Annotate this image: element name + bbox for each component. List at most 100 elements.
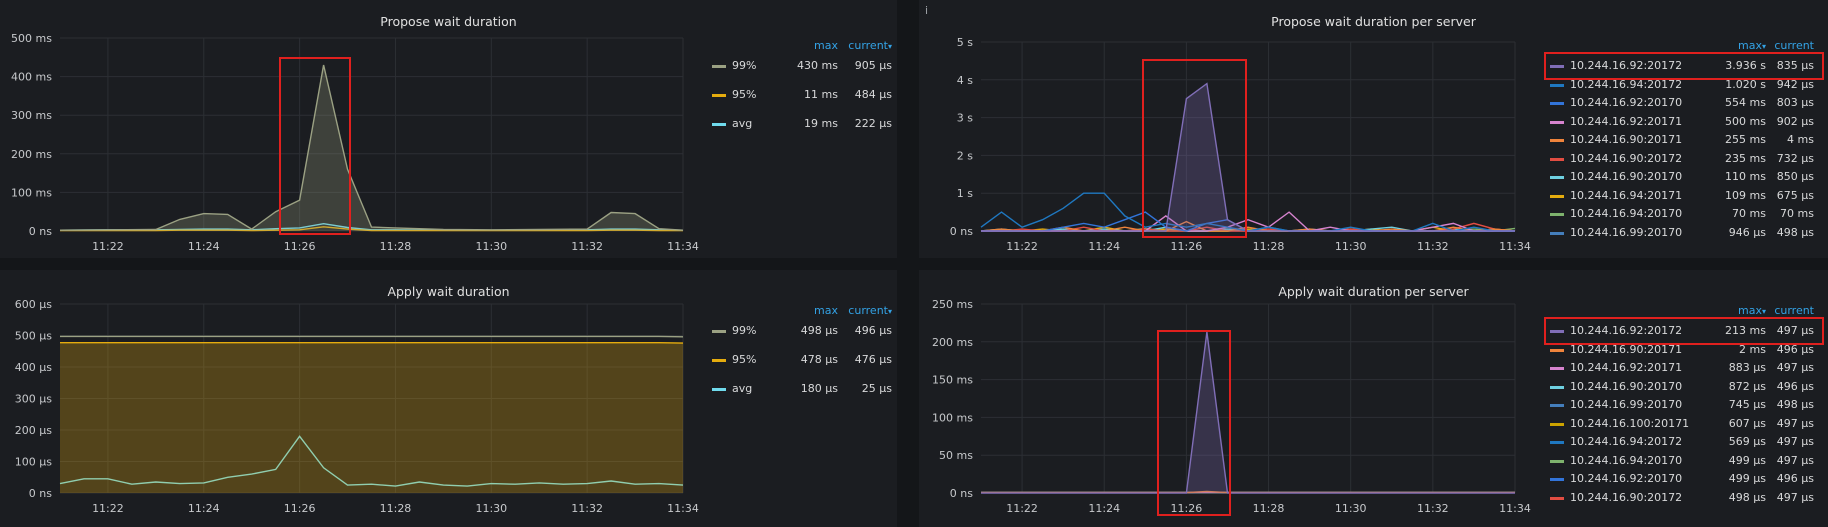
y-tick-label: 100 µs: [15, 456, 52, 469]
legend-row[interactable]: 95% 478 µs 476 µs: [712, 352, 892, 368]
legend-row[interactable]: 10.244.16.100:20171 607 µs 497 µs: [1550, 416, 1819, 432]
legend-max-header[interactable]: max: [814, 304, 838, 317]
legend-row[interactable]: avg 19 ms 222 µs: [712, 116, 892, 132]
x-tick-label: 11:28: [380, 240, 412, 253]
y-tick-label: 400 ms: [11, 71, 52, 84]
series-line[interactable]: [981, 82, 1515, 232]
legend-row[interactable]: 10.244.16.90:20172 235 ms 732 µs: [1550, 151, 1819, 167]
legend-row[interactable]: avg 180 µs 25 µs: [712, 381, 892, 397]
legend-series-name: 10.244.16.90:20172: [1570, 490, 1683, 504]
legend-row[interactable]: 10.244.16.92:20172 213 ms 497 µs: [1550, 323, 1819, 339]
legend-row[interactable]: 10.244.16.90:20171 2 ms 496 µs: [1550, 342, 1819, 358]
legend-series-name: 10.244.16.99:20170: [1570, 398, 1683, 411]
legend-series-name: 95%: [732, 353, 757, 366]
panel-title[interactable]: Propose wait duration: [380, 14, 517, 29]
y-tick-label: 300 µs: [15, 393, 52, 406]
legend-current-header[interactable]: current▾: [838, 303, 892, 320]
legend-current-header[interactable]: current: [1774, 39, 1814, 52]
y-tick-label: 150 ms: [932, 374, 973, 387]
legend-row[interactable]: 10.244.16.94:20172 1.020 s 942 µs: [1550, 77, 1819, 93]
series-area: [60, 342, 683, 493]
legend: max▾ current 10.244.16.92:20172 3.936 s 83…: [1550, 38, 1819, 258]
legend-series-name: 10.244.16.94:20172: [1570, 435, 1683, 448]
legend-max-value: 872 µs: [1728, 379, 1766, 393]
series-line[interactable]: [981, 331, 1515, 494]
legend-row[interactable]: 99% 430 ms 905 µs: [712, 58, 892, 74]
legend-row[interactable]: 10.244.16.92:20171 883 µs 497 µs: [1550, 360, 1819, 376]
x-tick-label: 11:30: [475, 240, 507, 253]
legend-swatch: [1550, 367, 1564, 370]
legend-row[interactable]: 10.244.16.92:20171 500 ms 902 µs: [1550, 114, 1819, 130]
legend-row[interactable]: 10.244.16.90:20171 255 ms 4 ms: [1550, 132, 1819, 148]
legend-row[interactable]: 10.244.16.99:20170 745 µs 498 µs: [1550, 397, 1819, 413]
x-tick-label: 11:26: [284, 502, 316, 515]
grid: [981, 303, 1516, 494]
y-tick-label: 3 s: [957, 112, 973, 125]
legend-row[interactable]: 10.244.16.99:20170 946 µs 498 µs: [1550, 225, 1819, 241]
legend-series-name: 10.244.16.92:20172: [1570, 324, 1683, 337]
legend-max-value: 3.936 s: [1725, 59, 1766, 72]
legend-row[interactable]: 10.244.16.90:20170 872 µs 496 µs: [1550, 379, 1819, 395]
x-tick-label: 11:28: [1253, 240, 1285, 253]
legend-current-value: 497 µs: [1776, 416, 1814, 430]
legend-current-value: 942 µs: [1776, 77, 1814, 91]
y-tick-label: 200 ms: [11, 148, 52, 161]
chart-propose-wait-per-server: 0 ns 1 s 2 s 3 s 4 s 5 s 11:22 11:24 11:26 11:28 1…: [950, 36, 1531, 253]
legend-current-value: 222 µs: [854, 117, 892, 130]
legend-series-name: 10.244.16.90:20170: [1570, 379, 1683, 393]
y-tick-label: 400 µs: [15, 361, 52, 374]
legend-max-header[interactable]: max▾: [1710, 303, 1766, 320]
series-line[interactable]: [59, 64, 684, 231]
legend-max-value: 883 µs: [1728, 361, 1766, 374]
legend-current-value: 498 µs: [1776, 225, 1814, 239]
legend-max-value: 498 µs: [800, 324, 838, 337]
series-line[interactable]: [980, 192, 1515, 232]
legend-series-name: 10.244.16.100:20171: [1570, 416, 1690, 430]
legend-max-value: 109 ms: [1725, 188, 1766, 202]
legend-series-name: 10.244.16.92:20170: [1570, 96, 1683, 109]
legend-series-name: 10.244.16.92:20171: [1570, 361, 1683, 374]
info-icon[interactable]: i: [925, 4, 929, 17]
legend-max-header[interactable]: max: [814, 39, 838, 52]
legend-row[interactable]: 95% 11 ms 484 µs: [712, 87, 892, 103]
legend-current-value: 905 µs: [854, 59, 892, 72]
legend-row[interactable]: 10.244.16.94:20170 70 ms 70 ms: [1550, 206, 1819, 222]
legend-row[interactable]: 10.244.16.92:20170 499 µs 496 µs: [1550, 471, 1819, 487]
x-tick-label: 11:30: [1335, 502, 1367, 515]
legend-max-value: 478 µs: [800, 353, 838, 366]
series-line[interactable]: [59, 222, 684, 231]
series-line[interactable]: [60, 226, 683, 232]
series-line[interactable]: [59, 435, 684, 487]
highlight-box: [1544, 317, 1824, 345]
legend-row[interactable]: 10.244.16.94:20170 499 µs 497 µs: [1550, 453, 1819, 469]
legend-current-value: 497 µs: [1776, 324, 1814, 337]
legend-row[interactable]: 10.244.16.94:20172 569 µs 497 µs: [1550, 434, 1819, 450]
panel-title[interactable]: Apply wait duration per server: [1278, 284, 1469, 299]
legend-max-header[interactable]: max▾: [1710, 38, 1766, 55]
legend-header: max current▾: [712, 38, 892, 54]
panel-title[interactable]: Apply wait duration: [387, 284, 510, 299]
legend-row[interactable]: 10.244.16.90:20170 110 ms 850 µs: [1550, 169, 1819, 185]
x-tick-label: 11:22: [92, 240, 124, 253]
legend-current-value: 496 µs: [854, 324, 892, 337]
legend-current-header[interactable]: current: [1774, 304, 1814, 317]
panel-title[interactable]: Propose wait duration per server: [1271, 14, 1476, 29]
legend-max-value: 2 ms: [1739, 342, 1766, 356]
legend-series-name: 10.244.16.90:20171: [1570, 342, 1683, 356]
sort-arrow-icon: ▾: [1761, 42, 1766, 51]
legend-swatch: [1550, 459, 1564, 463]
legend-swatch: [1550, 478, 1564, 481]
legend-current-value: 496 µs: [1776, 342, 1814, 356]
legend-row[interactable]: 10.244.16.90:20172 498 µs 497 µs: [1550, 490, 1819, 506]
legend-row[interactable]: 10.244.16.92:20170 554 ms 803 µs: [1550, 95, 1819, 111]
legend-row[interactable]: 99% 498 µs 496 µs: [712, 323, 892, 339]
y-tick-label: 200 ms: [932, 336, 973, 349]
y-tick-label: 5 s: [957, 36, 973, 49]
legend-current-header[interactable]: current▾: [838, 38, 892, 55]
legend-row[interactable]: 10.244.16.94:20171 109 ms 675 µs: [1550, 188, 1819, 204]
legend-row[interactable]: 10.244.16.92:20172 3.936 s 835 µs: [1550, 58, 1819, 74]
legend: max current▾ 99% 430 ms 905 µs 95% 11 ms 484 …: [712, 38, 892, 138]
legend-swatch: [1550, 139, 1564, 142]
legend-current-value: 497 µs: [1776, 435, 1814, 448]
legend-current-value: 496 µs: [1776, 379, 1814, 393]
